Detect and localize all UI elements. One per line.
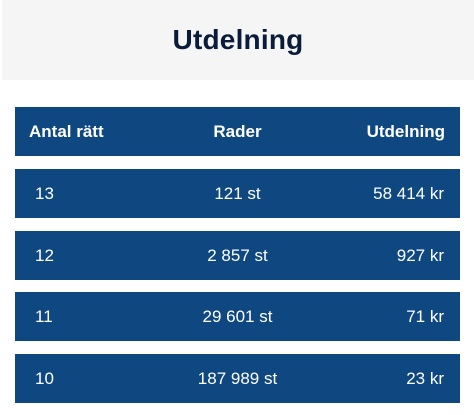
cell-utdelning: 58 414 kr bbox=[373, 183, 444, 203]
table-row: 11 29 601 st 71 kr bbox=[15, 292, 460, 341]
cell-rader: 29 601 st bbox=[202, 306, 273, 326]
column-header-utdelning: Utdelning bbox=[366, 121, 445, 141]
page-title: Utdelning bbox=[172, 24, 304, 55]
page-header: Utdelning bbox=[2, 0, 474, 80]
column-header-antal-ratt: Antal rätt bbox=[29, 121, 104, 141]
cell-antal-ratt: 10 bbox=[35, 368, 54, 388]
table-header-row: Antal rätt Rader Utdelning bbox=[15, 107, 460, 156]
cell-antal-ratt: 12 bbox=[35, 245, 54, 265]
cell-rader: 187 989 st bbox=[197, 368, 278, 388]
cell-utdelning: 927 kr bbox=[396, 245, 444, 265]
table-row: 10 187 989 st 23 kr bbox=[15, 354, 460, 403]
cell-utdelning: 71 kr bbox=[406, 306, 444, 326]
cell-antal-ratt: 11 bbox=[35, 306, 53, 326]
cell-utdelning: 23 kr bbox=[406, 368, 444, 388]
column-header-rader: Rader bbox=[213, 121, 262, 141]
cell-rader: 121 st bbox=[214, 183, 261, 203]
cell-rader: 2 857 st bbox=[207, 245, 268, 265]
table-row: 13 121 st 58 414 kr bbox=[15, 169, 460, 218]
cell-antal-ratt: 13 bbox=[35, 183, 54, 203]
table-row: 12 2 857 st 927 kr bbox=[15, 231, 460, 280]
